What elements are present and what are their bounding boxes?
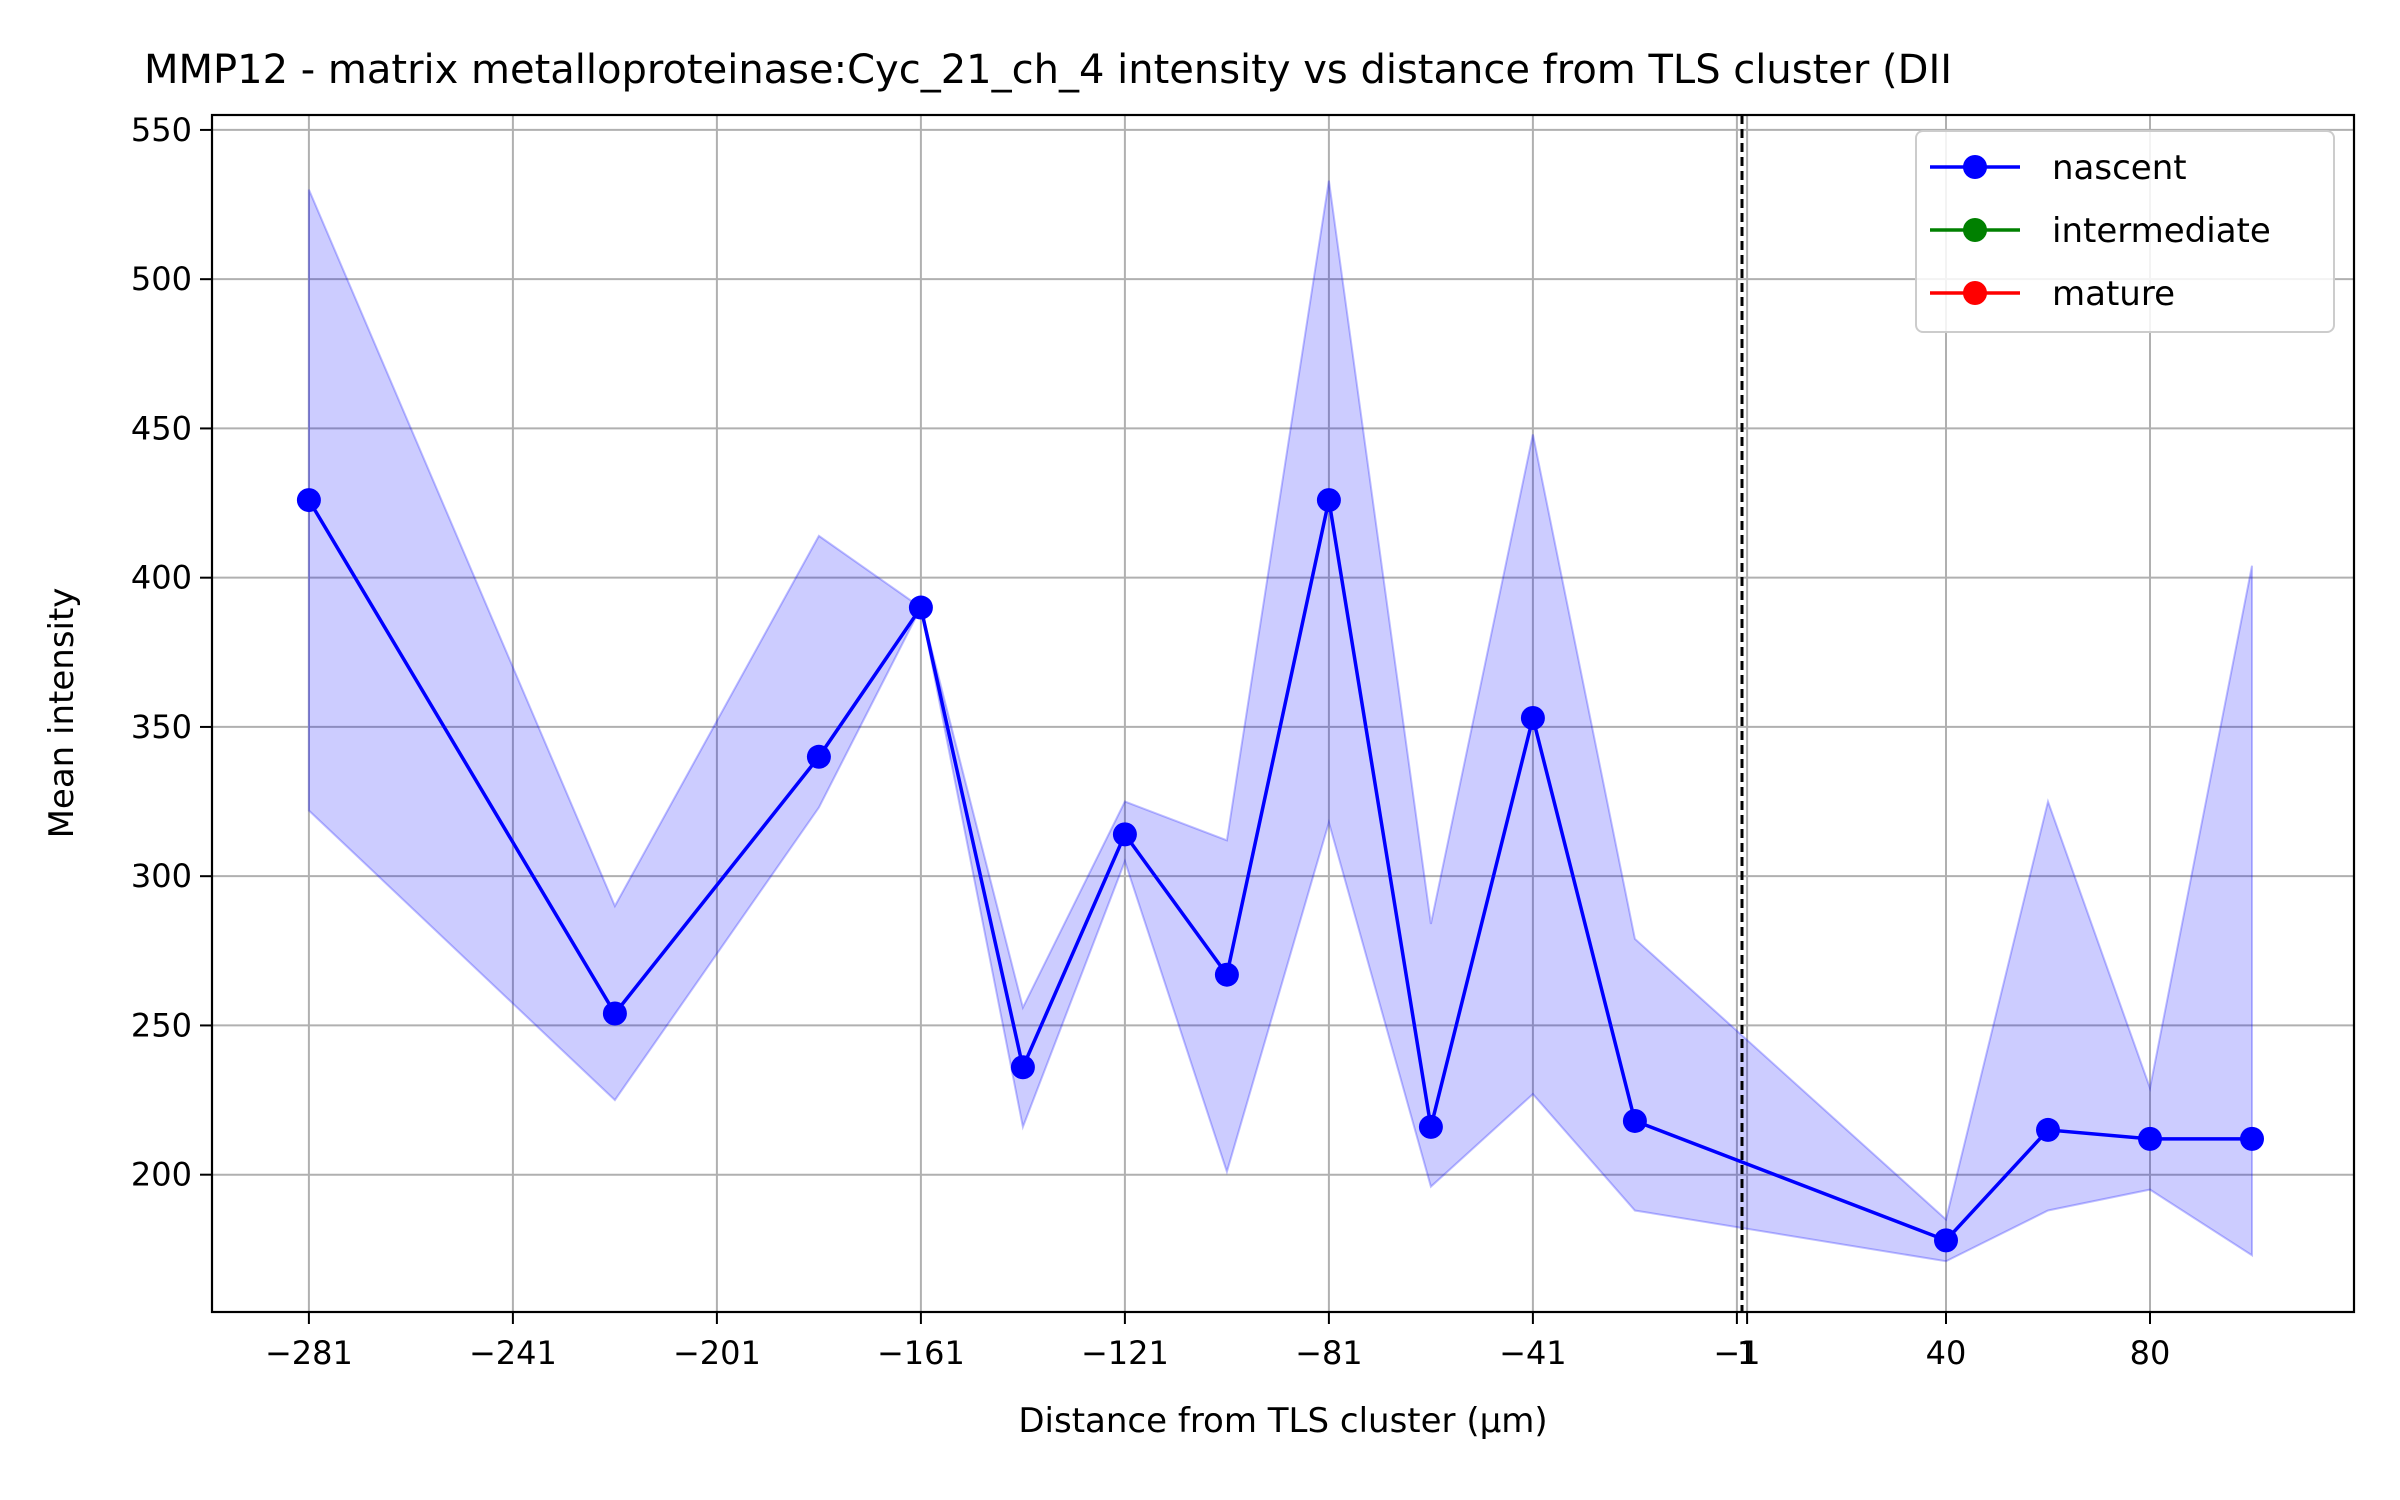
chart-title: MMP12 - matrix metalloproteinase:Cyc_21_… [144, 47, 1952, 93]
data-point-nascent [2240, 1126, 2264, 1151]
data-point-nascent [1316, 488, 1341, 513]
x-axis: −281 −241 −201 −161 −121 −81 −41 −11 40 80 [265, 1312, 2170, 1372]
y-axis-label: Mean intensity [42, 588, 82, 839]
x-axis-label: Distance from TLS cluster (μm) [1018, 1401, 1547, 1441]
y-tick-label: 400 [131, 559, 192, 597]
x-tick-label: −241 [469, 1334, 557, 1372]
x-tick-label: 1 [1737, 1334, 1757, 1372]
data-point-nascent [1214, 962, 1239, 987]
plot-frame [210, 113, 2356, 1314]
y-tick-label: 350 [131, 708, 192, 746]
x-tick-label: −281 [265, 1334, 353, 1372]
data-point-nascent [2036, 1117, 2060, 1142]
x-tick-label: 40 [1926, 1334, 1967, 1372]
data-point-nascent [806, 744, 831, 769]
y-tick-label: 450 [131, 409, 192, 447]
y-axis: 200 250 300 350 400 450 500 550 [131, 111, 212, 1194]
x-tick-label: 80 [2130, 1334, 2171, 1372]
data-point-nascent [1112, 822, 1137, 847]
legend-label-intermediate: intermediate [2052, 211, 2271, 251]
data-point-nascent [1934, 1228, 1958, 1253]
y-tick-label: 200 [131, 1156, 192, 1194]
series-layer [296, 488, 2264, 1253]
x-tick-label: −81 [1295, 1334, 1363, 1372]
data-point-nascent [296, 488, 321, 513]
data-point-nascent [2138, 1126, 2162, 1151]
data-point-nascent [1622, 1108, 1647, 1133]
legend-label-mature: mature [2052, 274, 2175, 314]
x-tick-label: −161 [877, 1334, 965, 1372]
x-tick-label: −121 [1081, 1334, 1169, 1372]
legend: nascent intermediate mature [1915, 130, 2335, 333]
legend-marker-mature [1963, 281, 1987, 305]
data-point-nascent [602, 1001, 627, 1026]
legend-label-nascent: nascent [2052, 148, 2187, 188]
y-tick-label: 500 [131, 260, 192, 298]
gridlines [212, 115, 2354, 1312]
data-point-nascent [1520, 705, 1545, 730]
data-point-nascent [1010, 1055, 1035, 1080]
y-tick-label: 550 [131, 111, 192, 149]
x-tick-label: −1 [1713, 1334, 1760, 1372]
legend-box [1915, 130, 2335, 333]
x-tick-label: −201 [673, 1334, 761, 1372]
data-point-nascent [908, 595, 933, 620]
y-tick-label: 250 [131, 1006, 192, 1044]
data-point-nascent [1418, 1114, 1443, 1139]
legend-marker-intermediate [1963, 218, 1987, 242]
x-tick-label: −41 [1499, 1334, 1567, 1372]
legend-marker-nascent [1963, 155, 1987, 179]
y-tick-label: 300 [131, 857, 192, 895]
